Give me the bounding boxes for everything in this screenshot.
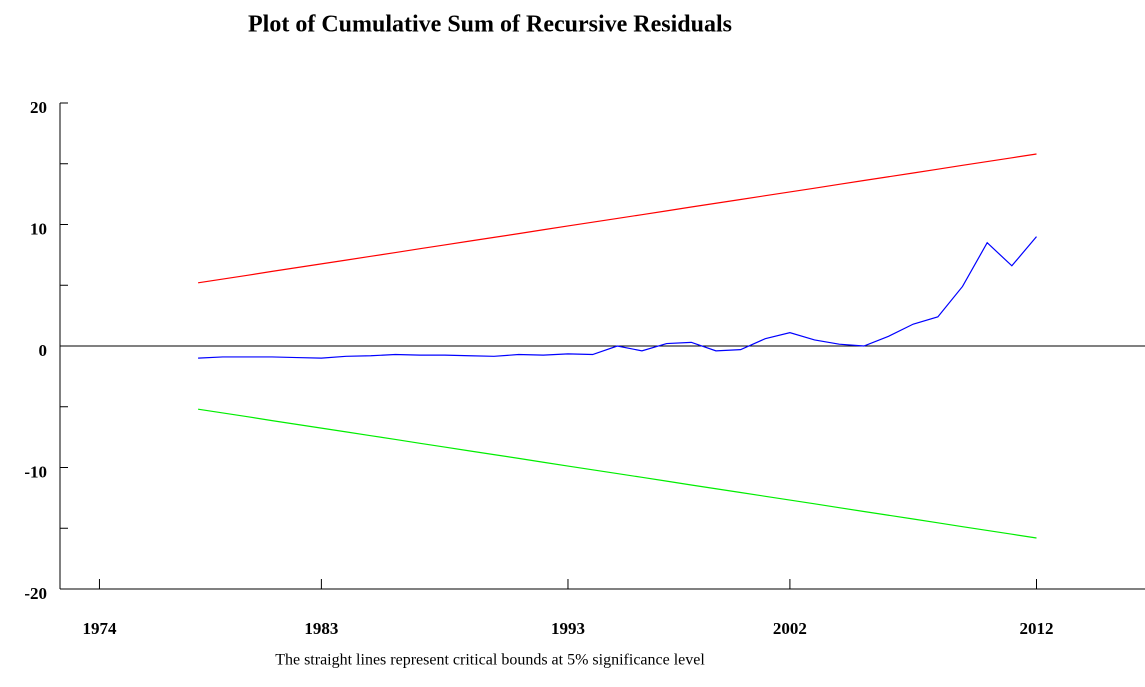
- x-tick-label: 1974: [82, 619, 117, 638]
- chart-title: Plot of Cumulative Sum of Recursive Resi…: [248, 12, 732, 38]
- series-line: [198, 408, 1037, 539]
- series-line: [198, 236, 1037, 359]
- x-tick-label: 1983: [304, 619, 338, 638]
- series-line: [198, 153, 1037, 284]
- y-tick-label: 0: [39, 341, 48, 360]
- y-tick-label: 10: [30, 219, 47, 238]
- y-tick-label: 20: [30, 98, 47, 117]
- y-tick-label: -10: [24, 462, 47, 481]
- x-tick-label: 1993: [551, 619, 585, 638]
- caption: The straight lines represent critical bo…: [275, 652, 705, 669]
- y-tick-label: -20: [24, 584, 47, 603]
- x-tick-label: 2012: [1020, 619, 1054, 638]
- x-tick-label: 2002: [773, 619, 807, 638]
